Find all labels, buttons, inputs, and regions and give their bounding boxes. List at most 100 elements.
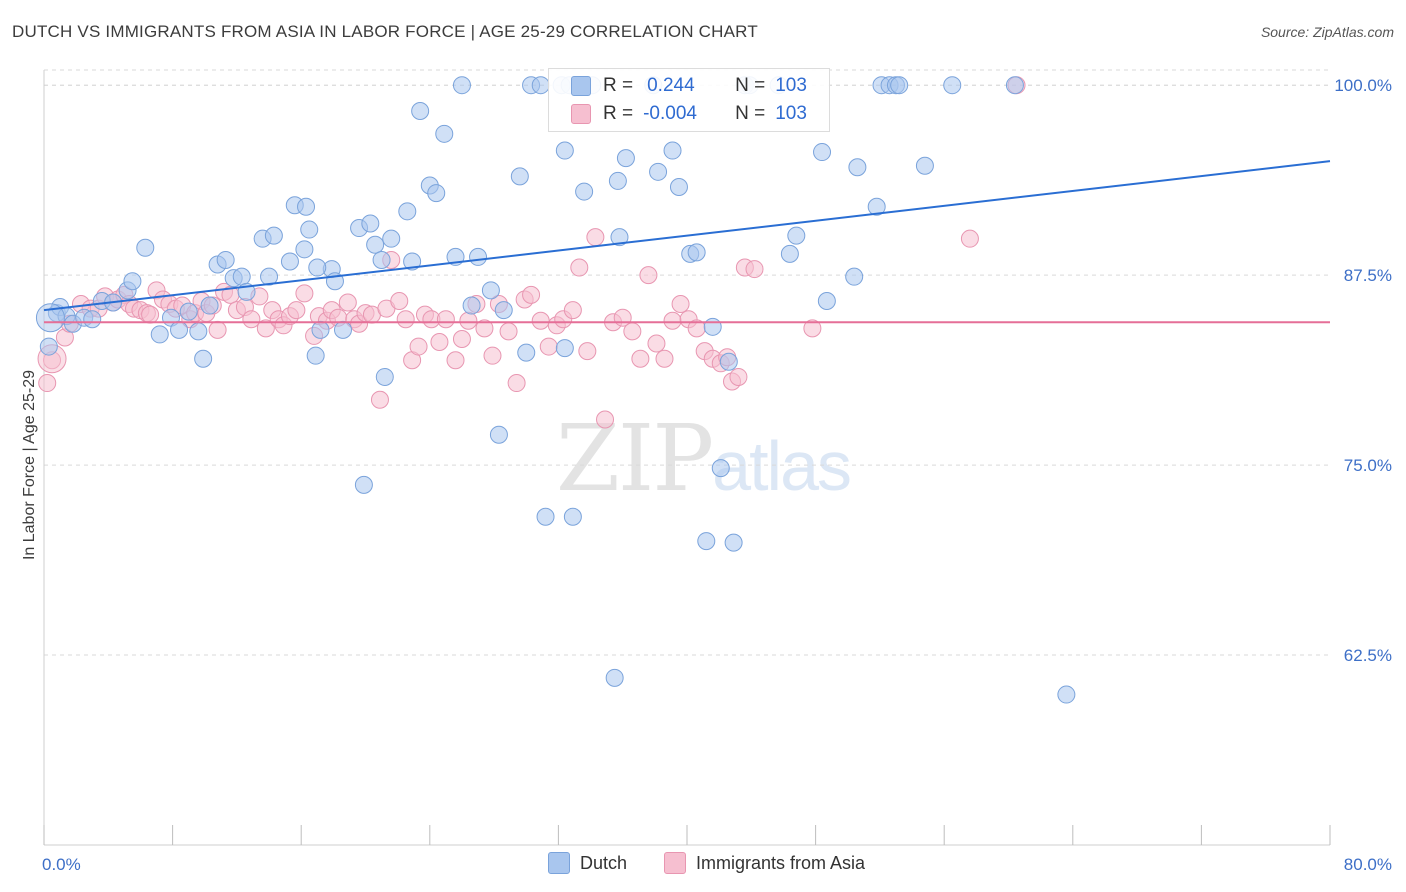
dutch-point — [817, 291, 836, 310]
y-tick-label: 87.5% — [1344, 266, 1392, 285]
gridlines — [44, 69, 1330, 656]
dutch-n-value: 103 — [775, 75, 807, 96]
legend-label-asia: Immigrants from Asia — [696, 852, 866, 873]
dutch-point — [462, 296, 481, 315]
asia-point — [370, 390, 389, 409]
asia-point — [409, 337, 428, 356]
dutch-point — [845, 267, 864, 286]
dutch-point — [787, 226, 806, 245]
dutch-point — [943, 76, 962, 95]
dutch-point — [150, 325, 169, 344]
dutch-point — [517, 343, 536, 362]
asia-point — [208, 320, 227, 339]
asia-point — [483, 346, 502, 365]
asia-point — [960, 229, 979, 248]
dutch-n-label: N = — [735, 75, 766, 96]
dutch-point — [555, 339, 574, 358]
legend-swatch-asia — [664, 852, 686, 874]
stats-row-asia: R = -0.004 N = 103 — [571, 103, 807, 125]
dutch-point — [189, 322, 208, 341]
asia-swatch — [571, 104, 591, 124]
dutch-trend-line — [43, 160, 1331, 312]
asia-point — [475, 319, 494, 338]
asia-point — [655, 349, 674, 368]
dutch-point — [375, 367, 394, 386]
dutch-point — [333, 320, 352, 339]
asia-point — [507, 374, 526, 393]
dutch-point — [563, 507, 582, 526]
asia-point — [671, 295, 690, 314]
dutch-point — [403, 252, 422, 271]
asia-point — [141, 305, 160, 324]
dutch-point — [610, 228, 629, 247]
asia-point — [446, 351, 465, 370]
dutch-point — [280, 252, 299, 271]
dutch-point — [398, 202, 417, 221]
dutch-point — [452, 76, 471, 95]
dutch-point — [427, 184, 446, 203]
watermark-zip: ZIP — [556, 405, 714, 512]
asia-point — [531, 311, 550, 330]
dutch-point — [481, 281, 500, 300]
legend-item-asia: Immigrants from Asia — [664, 852, 865, 874]
asia-n-value: 103 — [775, 103, 807, 124]
dutch-point — [663, 141, 682, 160]
dutch-point — [372, 250, 391, 269]
asia-point — [639, 266, 658, 285]
dutch-point — [1005, 76, 1024, 95]
asia-point — [623, 322, 642, 341]
dutch-point — [200, 296, 219, 315]
y-tick-label: 75.0% — [1344, 456, 1392, 475]
dutch-point — [669, 178, 688, 197]
asia-r-value: -0.004 — [643, 103, 697, 124]
dutch-point — [724, 533, 743, 552]
x-tick-label-min: 0.0% — [42, 855, 81, 874]
dutch-point — [297, 197, 316, 216]
dutch-point — [194, 349, 213, 368]
dutch-point — [411, 102, 430, 121]
asia-point — [631, 349, 650, 368]
dutch-point — [260, 267, 279, 286]
y-tick-label: 100.0% — [1334, 76, 1392, 95]
asia-point — [522, 285, 541, 304]
asia-n-label: N = — [735, 103, 766, 124]
dutch-point — [306, 346, 325, 365]
dutch-point — [687, 243, 706, 262]
asia-point — [663, 311, 682, 330]
dutch-point — [780, 244, 799, 263]
asia-point — [586, 228, 605, 247]
dutch-point — [366, 235, 385, 254]
asia-point — [647, 334, 666, 353]
dutch-point — [915, 156, 934, 175]
dutch-point — [575, 182, 594, 201]
asia-point — [436, 310, 455, 329]
asia-point — [452, 329, 471, 348]
dutch-point — [703, 317, 722, 336]
asia-point — [396, 310, 415, 329]
dutch-point — [308, 258, 327, 277]
stats-legend: R = 0.244 N = 103 R = -0.004 N = 103 — [548, 68, 830, 132]
dutch-point — [608, 171, 627, 190]
dutch-point — [354, 475, 373, 494]
dutch-point — [361, 214, 380, 233]
y-tick-label: 62.5% — [1344, 646, 1392, 665]
dutch-point — [697, 532, 716, 551]
legend-swatch-dutch — [548, 852, 570, 874]
asia-point — [539, 337, 558, 356]
dutch-swatch — [571, 76, 591, 96]
dutch-point — [295, 240, 314, 259]
dutch-point — [867, 197, 886, 216]
dutch-point — [39, 337, 58, 356]
asia-r-label: R = — [603, 103, 634, 124]
dutch-point — [813, 143, 832, 162]
asia-series-points — [37, 76, 1026, 429]
bottom-legend: Dutch Immigrants from Asia — [0, 852, 1406, 878]
source-credit: Source: ZipAtlas.com — [1260, 24, 1394, 40]
watermark: ZIPatlas — [556, 405, 852, 512]
dutch-point — [719, 352, 738, 371]
dutch-point — [83, 310, 102, 329]
asia-point — [570, 258, 589, 277]
asia-point — [729, 367, 748, 386]
dutch-r-label: R = — [603, 75, 634, 96]
chart-title: DUTCH VS IMMIGRANTS FROM ASIA IN LABOR F… — [12, 22, 758, 41]
